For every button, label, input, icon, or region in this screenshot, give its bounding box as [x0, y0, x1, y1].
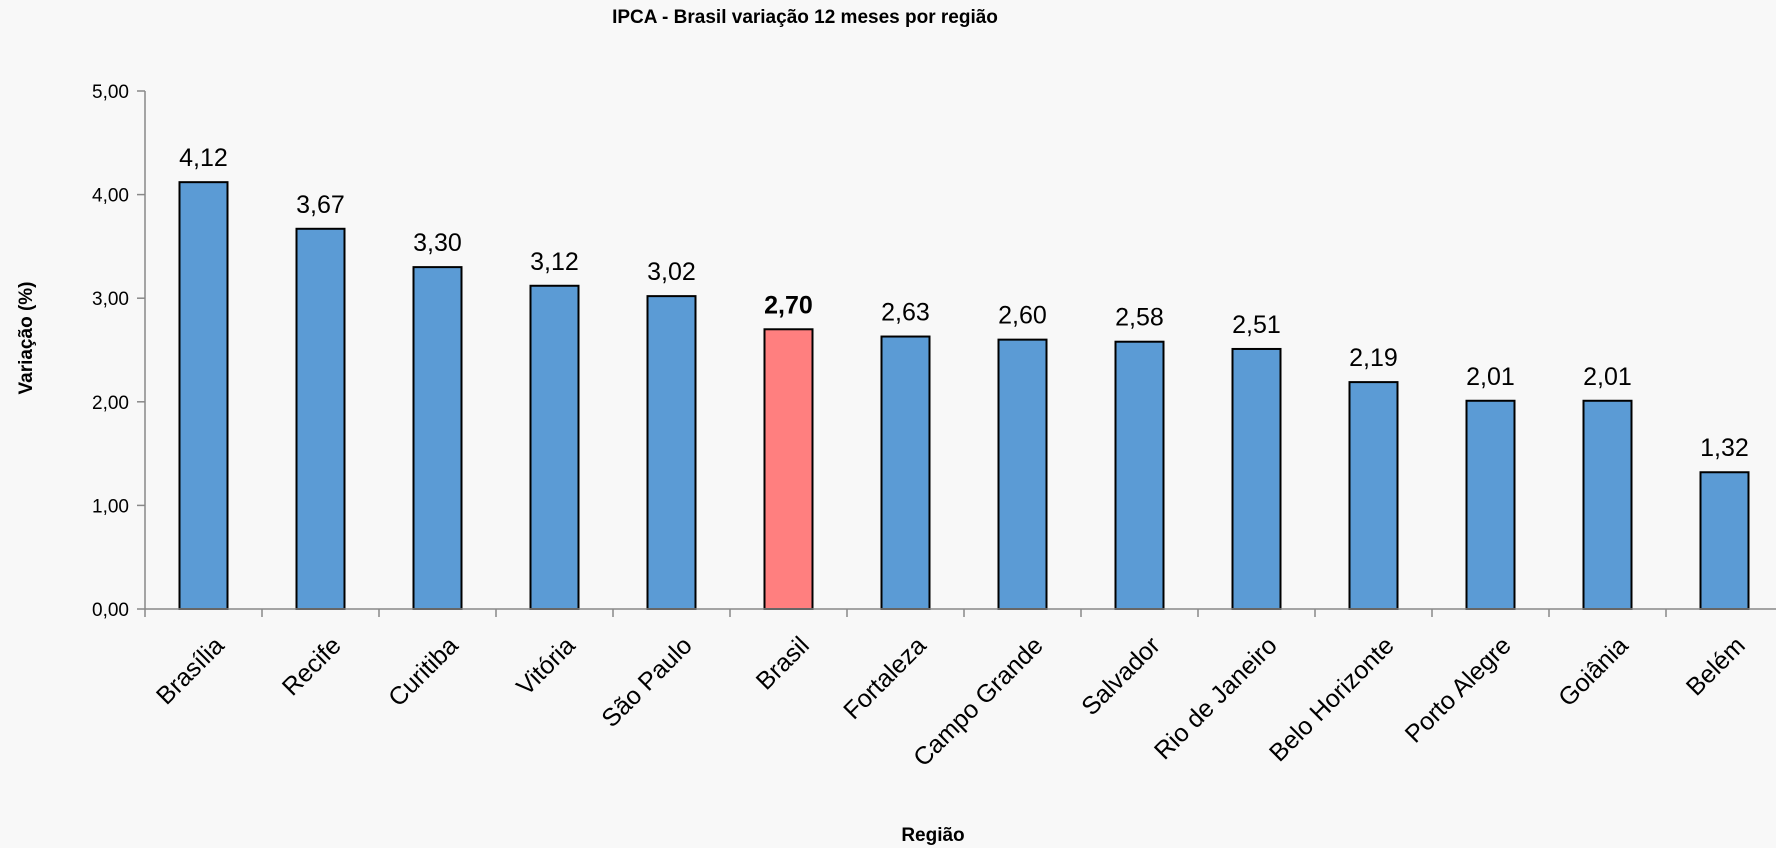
category-label: Vitória [511, 631, 581, 701]
category-label: Rio de Janeiro [1149, 631, 1283, 765]
category-label: Brasília [151, 631, 230, 710]
x-axis-title: Região [901, 825, 964, 846]
data-label: 3,30 [413, 229, 462, 257]
data-label: 2,01 [1466, 363, 1515, 391]
data-label: 4,12 [179, 144, 228, 172]
category-label: São Paulo [596, 631, 697, 732]
data-label: 2,60 [998, 302, 1047, 330]
y-tick-label: 4,00 [92, 186, 129, 207]
category-label: Goiânia [1553, 631, 1634, 712]
bar [646, 295, 697, 610]
category-label: Curitiba [383, 631, 464, 712]
y-tick-label: 5,00 [92, 82, 129, 103]
bar [1348, 381, 1399, 610]
chart-title: IPCA - Brasil variação 12 meses por regi… [612, 7, 998, 28]
bar [1699, 471, 1750, 610]
category-label: Brasil [751, 631, 815, 695]
y-tick-label: 0,00 [92, 600, 129, 621]
bar [1231, 347, 1282, 610]
data-label: 2,19 [1349, 344, 1398, 372]
category-labels-group: Brasília Recife Curitiba Vitória São Paulo Br… [151, 631, 1751, 772]
data-label: 1,32 [1700, 434, 1749, 462]
data-label: 2,51 [1232, 311, 1281, 339]
category-label: Fortaleza [838, 631, 932, 725]
bar [1114, 340, 1165, 610]
data-label: 2,58 [1115, 304, 1164, 332]
data-label: 2,70 [764, 291, 813, 319]
category-label: Belo Horizonte [1264, 631, 1400, 767]
y-tick-label: 1,00 [92, 496, 129, 517]
category-label: Belém [1681, 631, 1751, 701]
bar [295, 227, 346, 610]
data-label: 2,63 [881, 299, 930, 327]
data-labels-group: 4,12 3,67 3,30 3,12 3,02 2,70 2,63 2,60 2,58 2,51… [179, 144, 1749, 462]
y-tick-label: 3,00 [92, 289, 129, 310]
data-label: 2,01 [1583, 363, 1632, 391]
category-label: Salvador [1076, 631, 1166, 721]
bar [880, 335, 931, 610]
bar [763, 328, 814, 610]
y-axis-ticks: 0,00 1,00 2,00 3,00 4,00 5,00 [92, 82, 145, 621]
data-label: 3,02 [647, 258, 696, 286]
data-label: 3,67 [296, 191, 345, 219]
y-tick-label: 2,00 [92, 393, 129, 414]
x-axis-ticks [144, 609, 1667, 617]
y-axis-title: Variação (%) [16, 282, 37, 395]
bar [1582, 399, 1633, 610]
bar [178, 181, 229, 610]
category-label: Porto Alegre [1400, 631, 1517, 748]
bar [1465, 399, 1516, 610]
bar [997, 338, 1048, 610]
data-label: 3,12 [530, 248, 579, 276]
category-label: Recife [277, 631, 347, 701]
bars-group [178, 181, 1750, 610]
bar [412, 266, 463, 610]
bar [529, 284, 580, 610]
